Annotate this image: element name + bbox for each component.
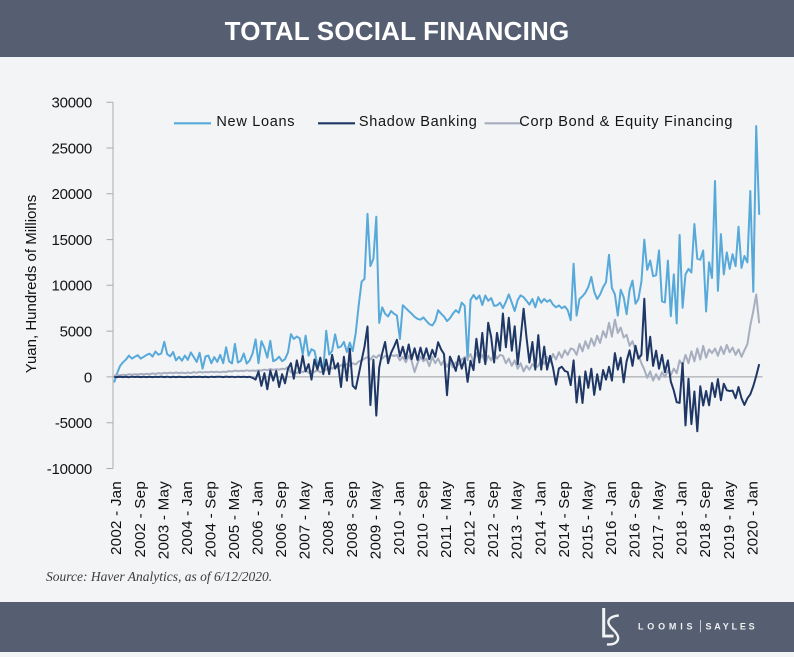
svg-text:2002 - Sep: 2002 - Sep xyxy=(132,481,149,558)
svg-text:5000: 5000 xyxy=(60,324,92,341)
svg-text:2005 - May: 2005 - May xyxy=(226,481,243,559)
svg-text:TOTAL SOCIAL FINANCING: TOTAL SOCIAL FINANCING xyxy=(225,16,570,46)
svg-text:2009 - May: 2009 - May xyxy=(367,481,384,559)
svg-text:2006 - Jan: 2006 - Jan xyxy=(250,481,267,555)
svg-text:15000: 15000 xyxy=(52,232,92,249)
svg-text:2006 - Sep: 2006 - Sep xyxy=(273,481,290,558)
svg-text:2008 - Jan: 2008 - Jan xyxy=(320,481,337,555)
svg-text:-5000: -5000 xyxy=(55,415,92,432)
svg-text:10000: 10000 xyxy=(52,278,92,295)
svg-text:0: 0 xyxy=(84,369,92,386)
svg-text:2007 - May: 2007 - May xyxy=(297,481,314,559)
svg-text:20000: 20000 xyxy=(52,186,92,203)
svg-text:2018 - Sep: 2018 - Sep xyxy=(697,481,714,558)
svg-text:2008 - Sep: 2008 - Sep xyxy=(344,481,361,558)
svg-text:SAYLES: SAYLES xyxy=(706,621,758,631)
svg-text:New Loans: New Loans xyxy=(216,114,295,130)
svg-text:-10000: -10000 xyxy=(47,461,92,478)
svg-text:Shadow Banking: Shadow Banking xyxy=(359,114,478,130)
svg-text:2016 - Sep: 2016 - Sep xyxy=(627,481,644,558)
svg-text:2014 - Jan: 2014 - Jan xyxy=(532,481,549,555)
svg-text:2004 - Sep: 2004 - Sep xyxy=(202,481,219,558)
svg-text:2012 - Jan: 2012 - Jan xyxy=(462,481,479,555)
svg-text:2017 - May: 2017 - May xyxy=(650,481,667,559)
svg-text:2003 - May: 2003 - May xyxy=(155,481,172,559)
svg-text:2016 - Jan: 2016 - Jan xyxy=(603,481,620,555)
svg-text:2014 - Sep: 2014 - Sep xyxy=(556,481,573,558)
svg-text:2012 - Sep: 2012 - Sep xyxy=(485,481,502,558)
svg-text:2011 - May: 2011 - May xyxy=(438,481,455,558)
svg-text:2018 - Jan: 2018 - Jan xyxy=(674,481,691,555)
svg-text:2020 - Jan: 2020 - Jan xyxy=(744,481,761,555)
svg-text:LOOMIS: LOOMIS xyxy=(638,621,696,631)
svg-text:2010 - Jan: 2010 - Jan xyxy=(391,481,408,555)
svg-text:2010 - Sep: 2010 - Sep xyxy=(415,481,432,558)
svg-text:2019 - May: 2019 - May xyxy=(721,481,738,559)
svg-text:2013 - May: 2013 - May xyxy=(509,481,526,559)
svg-text:2015 - May: 2015 - May xyxy=(579,481,596,559)
svg-text:25000: 25000 xyxy=(52,140,92,157)
svg-text:Source: Haver Analytics, as of: Source: Haver Analytics, as of 6/12/2020… xyxy=(46,569,272,584)
svg-text:30000: 30000 xyxy=(52,95,92,112)
svg-text:Yuan, Hundreds of Millions: Yuan, Hundreds of Millions xyxy=(23,195,40,373)
svg-text:Corp Bond & Equity Financing: Corp Bond & Equity Financing xyxy=(519,114,733,130)
svg-text:2004 - Jan: 2004 - Jan xyxy=(179,481,196,555)
svg-text:2002 - Jan: 2002 - Jan xyxy=(108,481,125,555)
